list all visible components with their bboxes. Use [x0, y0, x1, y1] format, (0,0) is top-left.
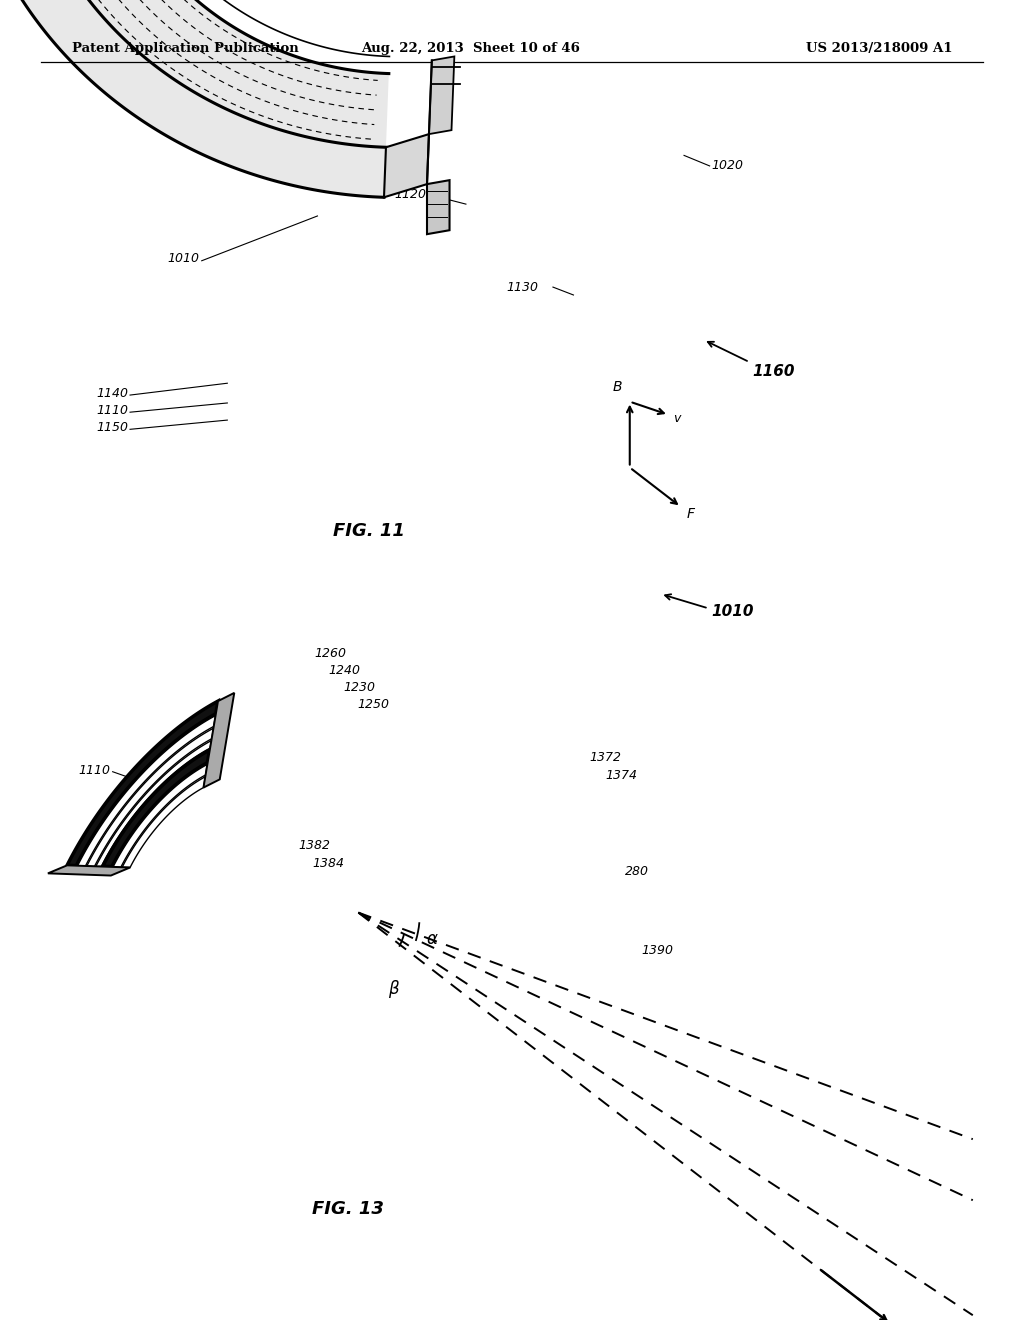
Text: Aug. 22, 2013  Sheet 10 of 46: Aug. 22, 2013 Sheet 10 of 46	[361, 42, 581, 55]
Text: 1240: 1240	[329, 664, 360, 677]
Polygon shape	[122, 776, 206, 867]
Text: 1390: 1390	[641, 944, 673, 957]
Text: 1010: 1010	[168, 252, 200, 264]
Polygon shape	[68, 701, 218, 866]
Text: 1260: 1260	[314, 647, 346, 660]
Text: 280: 280	[625, 866, 648, 878]
Text: 1150: 1150	[96, 421, 128, 434]
Polygon shape	[114, 764, 207, 867]
Polygon shape	[96, 741, 212, 866]
Text: FIG. 11: FIG. 11	[333, 521, 404, 540]
Text: B: B	[612, 380, 623, 393]
Text: 1120: 1120	[394, 189, 426, 202]
Text: 1160: 1160	[753, 364, 796, 379]
Text: 1374: 1374	[605, 770, 637, 783]
Text: 1140: 1140	[96, 387, 128, 400]
Polygon shape	[102, 750, 210, 867]
Text: 1372: 1372	[590, 751, 622, 764]
Text: 1130: 1130	[507, 281, 539, 293]
Polygon shape	[429, 57, 455, 135]
Text: 1020: 1020	[712, 160, 743, 173]
Polygon shape	[78, 715, 215, 866]
Text: 1110: 1110	[79, 764, 111, 777]
Polygon shape	[384, 135, 429, 197]
Text: F: F	[687, 507, 695, 520]
Polygon shape	[427, 180, 450, 234]
Text: 1382: 1382	[298, 840, 330, 851]
Text: 1384: 1384	[312, 858, 344, 870]
Text: 1110: 1110	[96, 404, 128, 417]
Text: FIG. 13: FIG. 13	[312, 1200, 384, 1218]
Polygon shape	[204, 693, 234, 788]
Text: $\beta$: $\beta$	[388, 978, 400, 1001]
Text: 1230: 1230	[343, 681, 375, 694]
Text: 1010: 1010	[712, 603, 755, 619]
Text: $\alpha$: $\alpha$	[426, 931, 438, 948]
Text: v: v	[673, 412, 680, 425]
Polygon shape	[48, 866, 130, 875]
Text: 1250: 1250	[357, 698, 389, 711]
Polygon shape	[7, 0, 389, 197]
Text: Patent Application Publication: Patent Application Publication	[72, 42, 298, 55]
Text: US 2013/218009 A1: US 2013/218009 A1	[806, 42, 952, 55]
Polygon shape	[87, 729, 213, 866]
